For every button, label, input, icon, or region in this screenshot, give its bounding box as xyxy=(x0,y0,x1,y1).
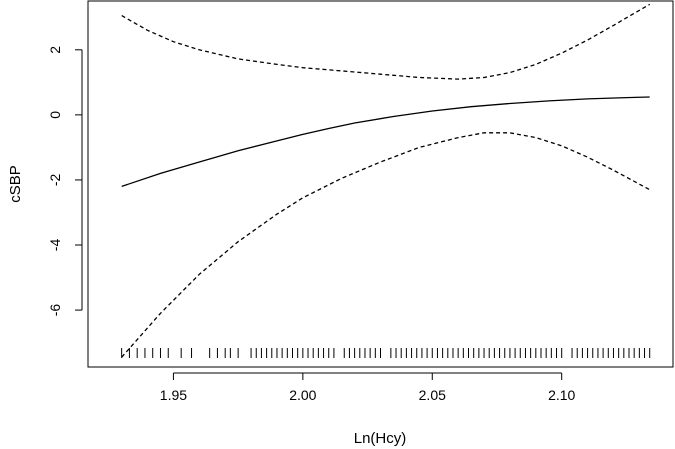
x-axis-label: Ln(Hcy) xyxy=(354,430,407,447)
x-tick-label: 2.00 xyxy=(289,387,316,403)
confidence-band-line xyxy=(121,3,651,80)
smooth-fit-line xyxy=(121,96,650,188)
x-axis: 1.95 2.00 2.05 2.10 xyxy=(160,372,576,403)
y-tick-label: -4 xyxy=(47,239,63,252)
y-tick-label: -2 xyxy=(47,173,63,186)
plot-frame xyxy=(87,0,674,368)
y-tick-label: 2 xyxy=(47,46,63,54)
x-tick-label: 1.95 xyxy=(160,387,187,403)
rug-marks xyxy=(121,348,651,358)
x-tick-label: 2.05 xyxy=(419,387,446,403)
y-axis-label: cSBP xyxy=(7,165,24,203)
y-tick-label: -6 xyxy=(47,304,63,317)
confidence-band-line xyxy=(121,132,651,358)
y-axis: 2 0 -2 -4 -6 xyxy=(47,46,83,317)
series-layer xyxy=(121,3,651,358)
y-tick-label: 0 xyxy=(47,111,63,119)
x-tick-label: 2.10 xyxy=(548,387,575,403)
